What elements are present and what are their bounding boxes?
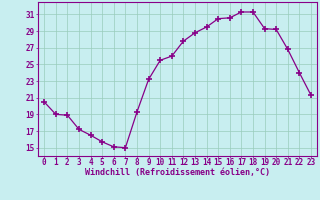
X-axis label: Windchill (Refroidissement éolien,°C): Windchill (Refroidissement éolien,°C)	[85, 168, 270, 177]
